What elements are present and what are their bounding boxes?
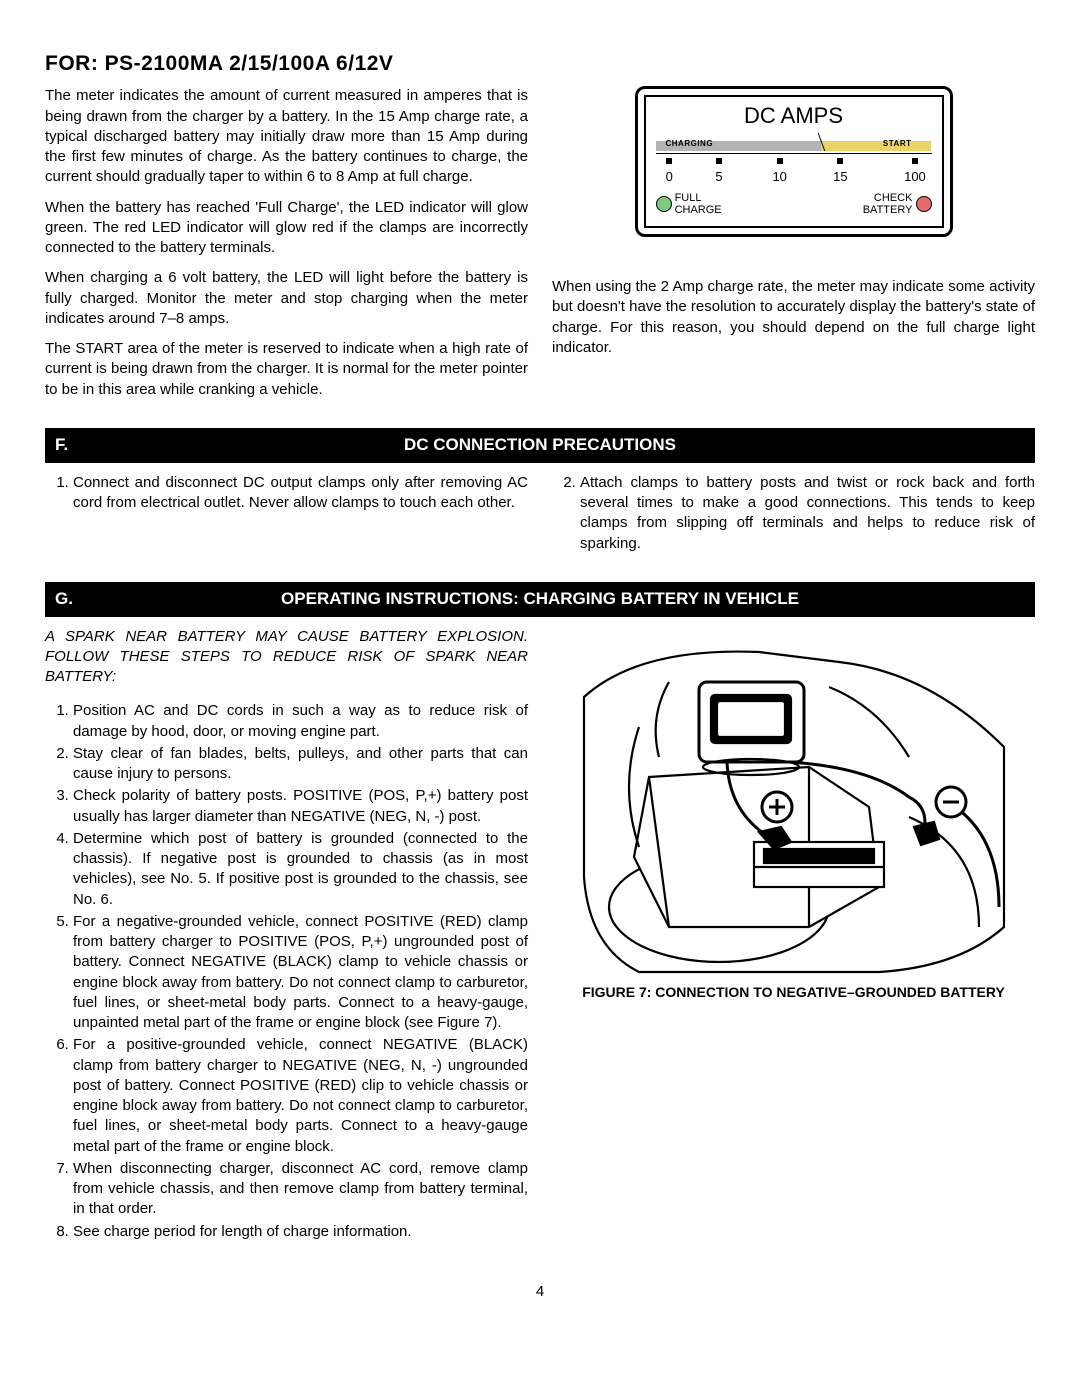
page-number: 4 <box>45 1282 1035 1302</box>
section-g-item: When disconnecting charger, disconnect A… <box>73 1159 528 1220</box>
meter-tick-label: 10 <box>772 168 786 186</box>
section-f-title: DC CONNECTION PRECAUTIONS <box>95 434 1025 457</box>
meter-led-row: FULL CHARGE CHECK BATTERY <box>656 192 932 216</box>
intro-block: The meter indicates the amount of curren… <box>45 86 1035 410</box>
section-g-item: See charge period for length of charge i… <box>73 1222 528 1242</box>
section-f-bar: F. DC CONNECTION PRECAUTIONS <box>45 428 1035 463</box>
meter-tick <box>666 158 672 164</box>
meter-scale: 0 5 10 15 100 <box>656 154 932 194</box>
engine-illustration-svg <box>579 627 1009 977</box>
meter-tick-label: 0 <box>666 168 673 186</box>
section-g-item: For a positive-grounded vehicle, connect… <box>73 1035 528 1157</box>
meter-tick-label: 5 <box>715 168 722 186</box>
start-label: START <box>883 139 912 150</box>
section-g-item: Check polarity of battery posts. POSITIV… <box>73 786 528 827</box>
section-f-item: Connect and disconnect DC output clamps … <box>73 473 528 514</box>
meter-tick-label: 15 <box>833 168 847 186</box>
engine-figure <box>579 627 1009 977</box>
section-g-item: Determine which post of battery is groun… <box>73 829 528 910</box>
start-zone <box>821 141 931 151</box>
meter-tick-label: 100 <box>904 168 926 186</box>
section-g-warning: A SPARK NEAR BATTERY MAY CAUSE BATTERY E… <box>45 627 528 688</box>
intro-p5: When using the 2 Amp charge rate, the me… <box>552 277 1035 358</box>
full-charge-led <box>656 196 672 212</box>
section-g-title: OPERATING INSTRUCTIONS: CHARGING BATTERY… <box>95 588 1025 611</box>
section-f-letter: F. <box>55 434 95 457</box>
section-g-item: Position AC and DC cords in such a way a… <box>73 701 528 742</box>
meter-tick <box>912 158 918 164</box>
figure-7-caption: FIGURE 7: CONNECTION TO NEGATIVE–GROUNDE… <box>552 983 1035 1002</box>
section-g-bar: G. OPERATING INSTRUCTIONS: CHARGING BATT… <box>45 582 1035 617</box>
section-g-letter: G. <box>55 588 95 611</box>
section-g-list: Position AC and DC cords in such a way a… <box>45 701 528 1242</box>
meter-band: CHARGING START <box>656 133 932 154</box>
page-title: FOR: PS-2100MA 2/15/100A 6/12V <box>45 50 1035 78</box>
meter-tick <box>716 158 722 164</box>
intro-p4: The START area of the meter is reserved … <box>45 339 528 400</box>
check-battery-led <box>916 196 932 212</box>
section-g-item: Stay clear of fan blades, belts, pulleys… <box>73 744 528 785</box>
section-g-body: A SPARK NEAR BATTERY MAY CAUSE BATTERY E… <box>45 627 1035 1252</box>
dc-amps-meter: DC AMPS CHARGING START 0 5 10 15 100 FULL CH… <box>635 86 953 237</box>
section-f-item: Attach clamps to battery posts and twist… <box>580 473 1035 554</box>
charging-label: CHARGING <box>666 139 714 150</box>
section-f-body: Connect and disconnect DC output clamps … <box>45 473 1035 564</box>
check-battery-label: CHECK BATTERY <box>863 192 913 216</box>
section-g-item: For a negative-grounded vehicle, connect… <box>73 912 528 1034</box>
full-charge-label: FULL CHARGE <box>675 192 722 216</box>
meter-tick <box>777 158 783 164</box>
meter-title: DC AMPS <box>656 101 932 131</box>
intro-p3: When charging a 6 volt battery, the LED … <box>45 268 528 329</box>
intro-p1: The meter indicates the amount of curren… <box>45 86 528 187</box>
meter-tick <box>837 158 843 164</box>
intro-p2: When the battery has reached 'Full Charg… <box>45 198 528 259</box>
